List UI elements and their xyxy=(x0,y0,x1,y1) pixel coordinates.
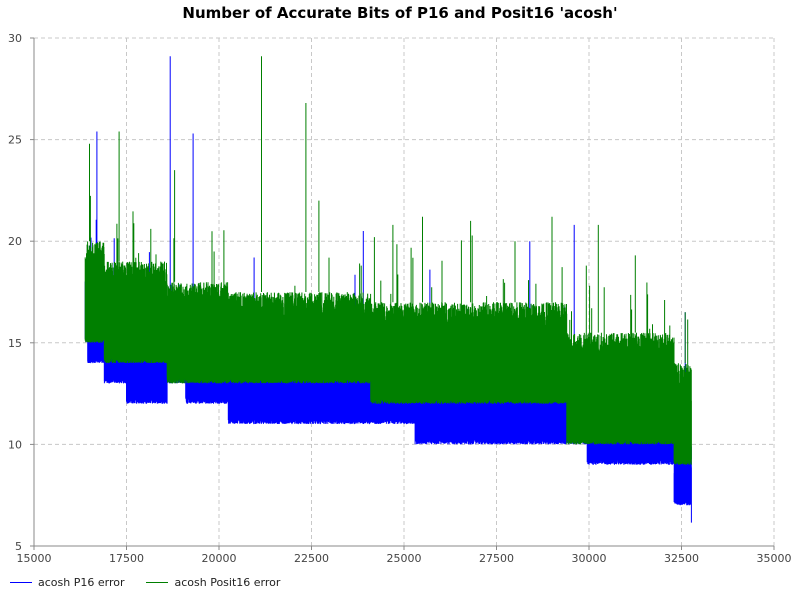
x-tick-label: 32500 xyxy=(664,552,699,565)
x-tick-label: 35000 xyxy=(757,552,792,565)
series-1 xyxy=(84,56,692,465)
x-tick-label: 15000 xyxy=(17,552,52,565)
series-layer xyxy=(84,56,692,523)
y-tick-label: 20 xyxy=(8,235,22,248)
y-tick-label: 10 xyxy=(8,438,22,451)
y-tick-label: 5 xyxy=(15,540,22,553)
legend-item-posit16: acosh Posit16 error xyxy=(146,576,280,589)
x-tick-label: 27500 xyxy=(479,552,514,565)
x-tick-label: 17500 xyxy=(109,552,144,565)
x-tick-label: 25000 xyxy=(387,552,422,565)
legend: acosh P16 error acosh Posit16 error xyxy=(10,576,280,589)
x-tick-label: 20000 xyxy=(202,552,237,565)
y-tick-label: 15 xyxy=(8,337,22,350)
legend-swatch-posit16 xyxy=(146,582,169,583)
y-tick-label: 30 xyxy=(8,32,22,45)
x-tick-label: 30000 xyxy=(572,552,607,565)
legend-swatch-p16 xyxy=(10,582,32,583)
x-tick-label: 22500 xyxy=(294,552,329,565)
chart-title: Number of Accurate Bits of P16 and Posit… xyxy=(182,4,618,22)
series-line-1 xyxy=(84,56,692,465)
axes: 15000 17500 20000 22500 25000 27500 30000 32500… xyxy=(8,32,792,565)
legend-label-p16: acosh P16 error xyxy=(38,576,125,589)
y-tick-label: 25 xyxy=(8,134,22,147)
legend-label-posit16: acosh Posit16 error xyxy=(174,576,281,589)
legend-item-p16: acosh P16 error xyxy=(10,576,124,589)
